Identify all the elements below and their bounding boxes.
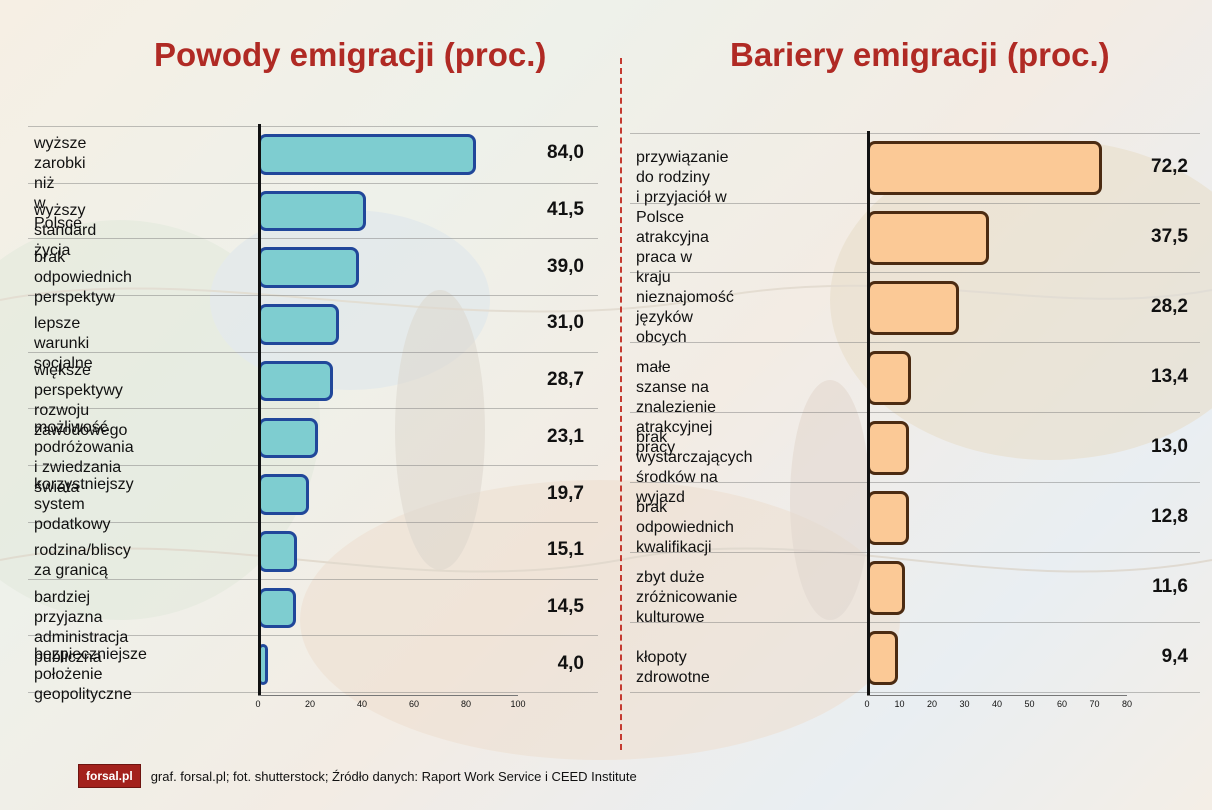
category-label: wyższe zarobki niż w Polsce xyxy=(34,135,87,233)
data-bar xyxy=(867,491,909,545)
chart-row xyxy=(28,183,598,240)
value-label: 72,2 xyxy=(1151,156,1188,177)
x-tick-label: 20 xyxy=(926,699,937,709)
value-label: 41,5 xyxy=(547,199,584,221)
value-label: 84,0 xyxy=(547,142,584,164)
data-bar xyxy=(867,141,1102,195)
category-label: wyższy standard życia xyxy=(34,202,97,260)
chart-row xyxy=(28,353,598,410)
value-label: 13,4 xyxy=(1151,366,1188,387)
value-label: 15,1 xyxy=(547,539,584,561)
value-label: 9,4 xyxy=(1161,646,1188,667)
chart-row xyxy=(630,553,1200,623)
chart-row xyxy=(28,296,598,353)
forsal-logo: forsal.pl xyxy=(78,764,141,788)
data-bar xyxy=(867,631,898,685)
category-label: kłopoty zdrowotne xyxy=(636,649,710,686)
value-label: 39,0 xyxy=(547,255,584,277)
right-chart-title: Bariery emigracji (proc.) xyxy=(730,36,1110,73)
chart-row xyxy=(28,466,598,523)
value-label: 12,8 xyxy=(1151,506,1188,527)
category-label: rodzina/bliscy za granicą xyxy=(34,542,131,580)
data-bar xyxy=(258,360,333,402)
chart-row xyxy=(28,523,598,580)
footer: forsal.pl graf. forsal.pl; fot. shutters… xyxy=(78,764,637,788)
chart-row xyxy=(28,126,598,184)
x-tick-label: 0 xyxy=(864,699,870,709)
category-label: lepsze warunki socjalne xyxy=(34,315,93,373)
value-label: 28,2 xyxy=(1151,296,1188,317)
value-label: 14,5 xyxy=(547,595,584,617)
category-label: nieznajomość języków obcych xyxy=(636,289,734,346)
data-bar xyxy=(867,281,959,335)
data-bar xyxy=(867,211,989,265)
x-tick-label: 40 xyxy=(991,699,1002,709)
category-label: brak wystarczających środków na wyjazd xyxy=(636,429,753,506)
chart-row xyxy=(28,410,598,467)
left-chart-title: Powody emigracji (proc.) xyxy=(154,36,547,73)
x-tick-label: 60 xyxy=(408,699,419,709)
category-label: bezpieczniejsze położenie geopolityczne xyxy=(34,645,147,703)
chart-row xyxy=(630,273,1200,343)
category-label: atrakcyjna praca w kraju xyxy=(636,229,709,286)
category-label: większe perspektywy rozwoju zawodowego xyxy=(34,362,128,440)
x-tick-label: 30 xyxy=(959,699,970,709)
value-label: 11,6 xyxy=(1152,576,1188,597)
source-credit: graf. forsal.pl; fot. shutterstock; Źród… xyxy=(150,768,637,784)
x-axis-line xyxy=(867,695,1127,696)
x-tick-label: 60 xyxy=(1056,699,1067,709)
x-tick-label: 80 xyxy=(1121,699,1132,709)
category-label: korzystniejszy system podatkowy xyxy=(34,475,134,533)
chart-row xyxy=(630,413,1200,483)
chart-row xyxy=(630,483,1200,553)
x-tick-label: 40 xyxy=(356,699,367,709)
x-tick-label: 70 xyxy=(1089,699,1100,709)
data-bar xyxy=(867,351,911,405)
data-bar xyxy=(258,417,319,459)
data-bar xyxy=(258,190,366,232)
chart-row xyxy=(630,623,1200,693)
y-axis-line xyxy=(258,124,261,695)
x-tick-label: 20 xyxy=(304,699,315,709)
category-label: przywiązanie do rodziny i przyjaciół w P… xyxy=(636,149,729,226)
category-label: brak odpowiednich perspektyw xyxy=(34,248,132,306)
value-label: 4,0 xyxy=(557,652,584,674)
divider-line xyxy=(620,58,622,750)
value-label: 13,0 xyxy=(1151,436,1188,457)
y-axis-line xyxy=(867,131,870,695)
data-bar xyxy=(258,304,339,345)
x-tick-label: 50 xyxy=(1024,699,1035,709)
category-label: brak odpowiednich kwalifikacji xyxy=(636,499,734,556)
value-label: 19,7 xyxy=(547,482,584,504)
x-tick-label: 100 xyxy=(510,699,526,709)
category-label: zbyt duże zróżnicowanie kulturowe xyxy=(636,569,738,626)
data-bar xyxy=(258,134,477,175)
chart-row xyxy=(28,636,598,693)
data-bar xyxy=(258,587,296,629)
data-bar xyxy=(867,421,910,475)
value-label: 23,1 xyxy=(547,425,584,447)
x-tick-label: 10 xyxy=(894,699,905,709)
x-tick-label: 80 xyxy=(460,699,471,709)
data-bar xyxy=(867,561,905,615)
data-bar xyxy=(258,247,360,289)
x-tick-label: 0 xyxy=(255,699,261,709)
value-label: 31,0 xyxy=(547,312,584,334)
chart-row xyxy=(28,239,598,297)
data-bar xyxy=(258,530,298,572)
value-label: 37,5 xyxy=(1151,226,1188,247)
category-label: możliwość podróżowania i zwiedzania świa… xyxy=(34,418,134,496)
value-label: 28,7 xyxy=(547,369,584,391)
data-bar xyxy=(258,474,310,515)
chart-row xyxy=(630,343,1200,413)
category-label: bardziej przyjazna administracja publicz… xyxy=(34,588,129,666)
x-axis-line xyxy=(258,695,518,696)
chart-row xyxy=(630,133,1200,204)
chart-row xyxy=(630,203,1200,273)
chart-row xyxy=(28,580,598,637)
category-label: małe szanse na znalezienie atrakcyjnej p… xyxy=(636,359,717,456)
